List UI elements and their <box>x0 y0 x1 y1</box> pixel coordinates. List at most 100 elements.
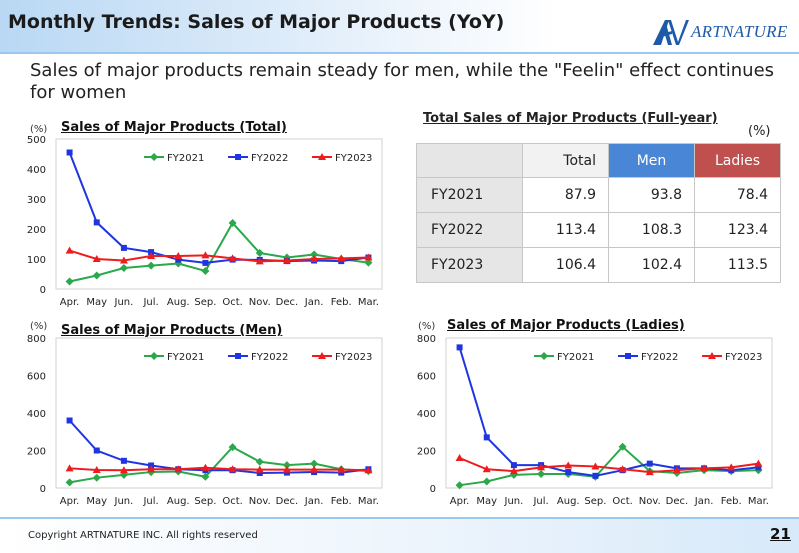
data-point <box>364 253 373 261</box>
legend-label: FY2021 <box>167 352 204 363</box>
series-line-fy2023 <box>69 249 369 263</box>
x-tick-label: Oct. <box>612 496 632 507</box>
legend-label: FY2022 <box>641 352 678 363</box>
data-point <box>92 466 101 473</box>
x-tick-label: Mar. <box>358 297 379 308</box>
x-tick-label: Feb. <box>721 496 742 507</box>
legend-marker <box>235 154 242 160</box>
table-header-total: Total <box>522 143 609 178</box>
x-tick-label: Dec. <box>666 496 689 507</box>
y-tick-label: 600 <box>417 372 436 383</box>
legend-marker <box>318 352 327 359</box>
slide-title: Monthly Trends: Sales of Major Products … <box>8 11 505 33</box>
data-point <box>201 472 210 481</box>
plot-area <box>55 138 383 290</box>
y-tick-label: 800 <box>27 334 46 345</box>
x-tick-label: May <box>476 496 497 507</box>
data-point <box>147 252 156 259</box>
data-point <box>174 465 183 473</box>
legend-marker <box>150 153 159 161</box>
legend-label: FY2022 <box>251 352 288 363</box>
legend-marker <box>235 353 242 359</box>
y-tick-label: 400 <box>417 409 436 420</box>
data-point <box>228 443 237 452</box>
x-tick-label: May <box>86 496 107 507</box>
data-point <box>65 246 74 254</box>
data-point <box>92 473 101 482</box>
x-tick-label: Jun. <box>114 496 134 507</box>
data-point <box>483 434 490 441</box>
x-tick-label: Aug. <box>167 297 190 308</box>
x-tick-label: Sep. <box>194 496 216 507</box>
data-point <box>120 457 127 464</box>
y-tick-label: 600 <box>27 372 46 383</box>
data-point <box>537 469 546 478</box>
logo-text: ARTNATURE <box>691 22 788 41</box>
data-point <box>618 442 627 451</box>
table-cell-ladies: 123.4 <box>694 212 781 248</box>
data-point <box>202 259 209 266</box>
series-line-fy2022 <box>68 152 369 264</box>
data-point <box>228 465 237 473</box>
x-tick-label: Jul. <box>142 297 158 308</box>
chart-ladies-unit: (%) <box>418 321 436 332</box>
data-point <box>755 464 762 471</box>
x-tick-label: Jan. <box>694 496 714 507</box>
y-tick-label: 400 <box>27 409 46 420</box>
table-header-ladies: Ladies <box>694 143 781 178</box>
data-point <box>455 481 464 490</box>
x-tick-label: May <box>86 297 107 308</box>
table-unit: (%) <box>748 124 771 139</box>
x-tick-label: Dec. <box>276 496 299 507</box>
data-point <box>310 250 319 259</box>
series-line-fy2022 <box>68 419 369 475</box>
footer-band <box>0 519 799 553</box>
table-row: FY2022 113.4 108.3 123.4 <box>416 212 781 248</box>
legend-label: FY2023 <box>725 352 762 363</box>
data-point <box>646 460 653 467</box>
data-point <box>455 454 464 461</box>
x-tick-label: Jun. <box>114 297 134 308</box>
data-point <box>255 457 264 466</box>
y-tick-label: 0 <box>40 285 46 296</box>
x-tick-label: Apr. <box>60 496 80 507</box>
legend-label: FY2021 <box>167 153 204 164</box>
x-tick-label: Aug. <box>557 496 580 507</box>
data-point <box>93 219 100 226</box>
data-point <box>93 447 100 454</box>
table-cell-year: FY2021 <box>416 177 523 213</box>
plot-area <box>445 337 773 489</box>
x-tick-label: Feb. <box>331 297 352 308</box>
data-point <box>564 461 573 469</box>
x-tick-label: Mar. <box>748 496 769 507</box>
y-tick-label: 800 <box>417 334 436 345</box>
data-point <box>282 465 291 473</box>
data-point <box>510 462 517 469</box>
data-point <box>310 255 319 262</box>
x-tick-label: Feb. <box>331 496 352 507</box>
data-point <box>255 249 264 257</box>
data-point <box>65 277 74 286</box>
x-tick-label: Jan. <box>304 297 324 308</box>
table-header-men: Men <box>608 143 695 178</box>
table-cell-men: 108.3 <box>608 212 695 248</box>
chart-ladies-title: Sales of Major Products (Ladies) <box>447 318 685 333</box>
data-point <box>256 470 263 476</box>
data-point <box>119 256 128 264</box>
data-point <box>482 477 491 486</box>
data-point <box>591 462 600 470</box>
data-point <box>175 256 182 263</box>
x-tick-label: Oct. <box>222 297 242 308</box>
data-point <box>565 469 572 476</box>
table-cell-ladies: 78.4 <box>694 177 781 213</box>
y-tick-label: 200 <box>417 447 436 458</box>
table-cell-year: FY2022 <box>416 212 523 248</box>
table-title: Total Sales of Major Products (Full-year… <box>423 111 718 126</box>
artnature-logo-mark-icon <box>653 20 689 45</box>
data-point <box>310 459 319 468</box>
data-point <box>147 261 156 270</box>
table-row: FY2023 106.4 102.4 113.5 <box>416 247 781 283</box>
x-tick-label: Dec. <box>276 297 299 308</box>
data-point <box>119 466 128 474</box>
